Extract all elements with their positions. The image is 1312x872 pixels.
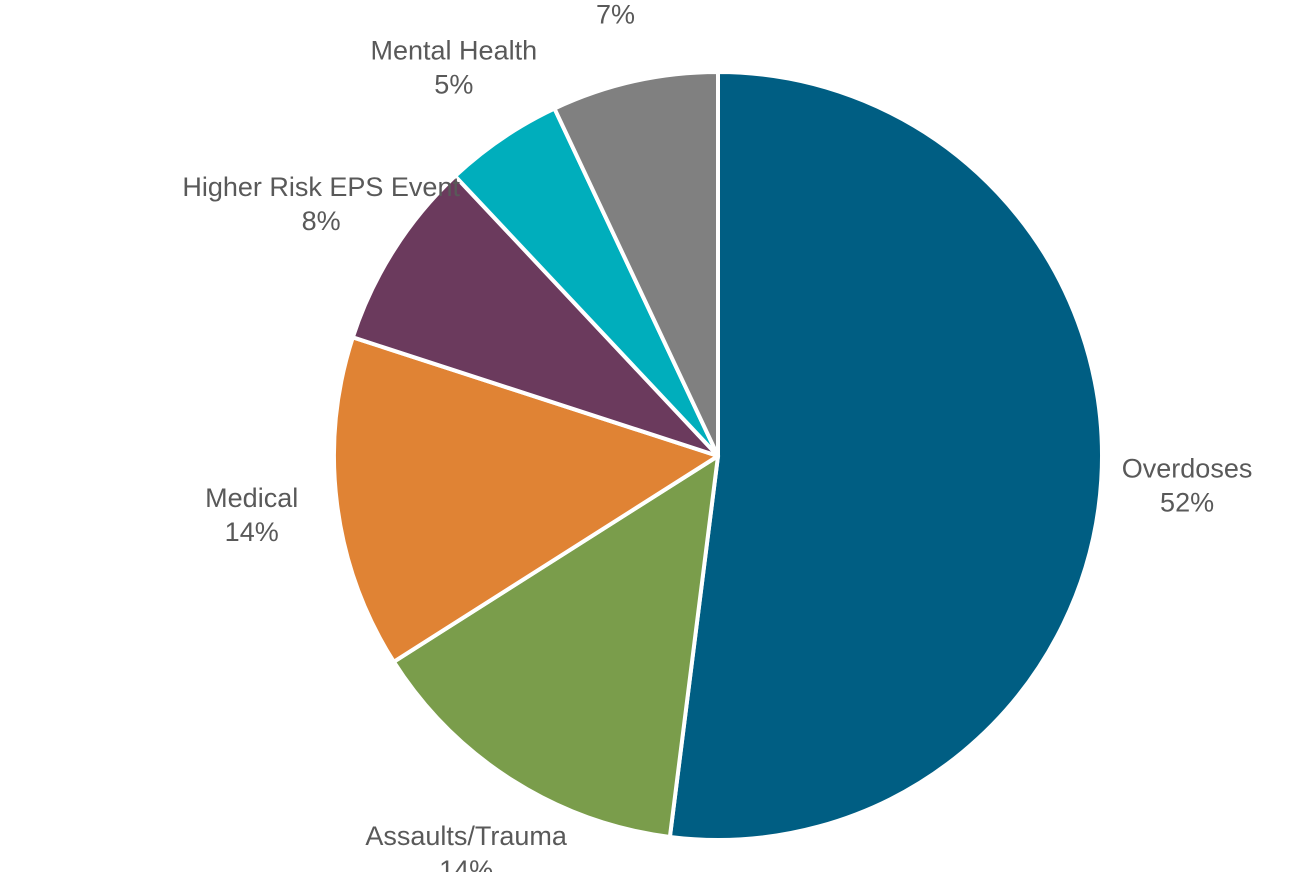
pie-slice-overdoses [667, 70, 1104, 842]
pie-label-percent: 7% [596, 0, 635, 29]
pie-label-other: Other7% [582, 0, 650, 29]
pie-label-percent: 14% [439, 855, 493, 872]
pie-label-percent: 14% [225, 517, 279, 547]
pie-label-category: Higher Risk EPS Event [182, 172, 460, 202]
pie-label-higher-risk-eps-event: Higher Risk EPS Event 8% [182, 172, 460, 236]
pie-label-percent: 5% [434, 69, 473, 99]
pie-label-assaults-trauma: Assaults/Trauma 14% [365, 821, 568, 872]
pie-label-category: Medical [205, 483, 298, 513]
pie-label-percent: 52% [1160, 488, 1214, 518]
pie-labels: Overdoses 52% Assaults/Trauma 14% Medical 14%… [182, 0, 1252, 872]
pie-label-mental-health: Mental Health 5% [371, 35, 538, 99]
pie-slice-medical [332, 335, 720, 664]
pie-label-medical: Medical 14% [205, 483, 298, 547]
pie-label-category: Assaults/Trauma [365, 821, 568, 851]
pie-label-percent: 8% [302, 206, 341, 236]
pie-slice-other [552, 70, 720, 458]
pie-label-overdoses: Overdoses 52% [1122, 454, 1253, 518]
pie-slice-higher-risk-eps-event [350, 174, 720, 458]
pie-slice-assaults-trauma [391, 454, 720, 839]
pie-slices [332, 70, 1104, 842]
pie-label-category: Mental Health [371, 35, 538, 65]
pie-label-category: Overdoses [1122, 454, 1253, 484]
